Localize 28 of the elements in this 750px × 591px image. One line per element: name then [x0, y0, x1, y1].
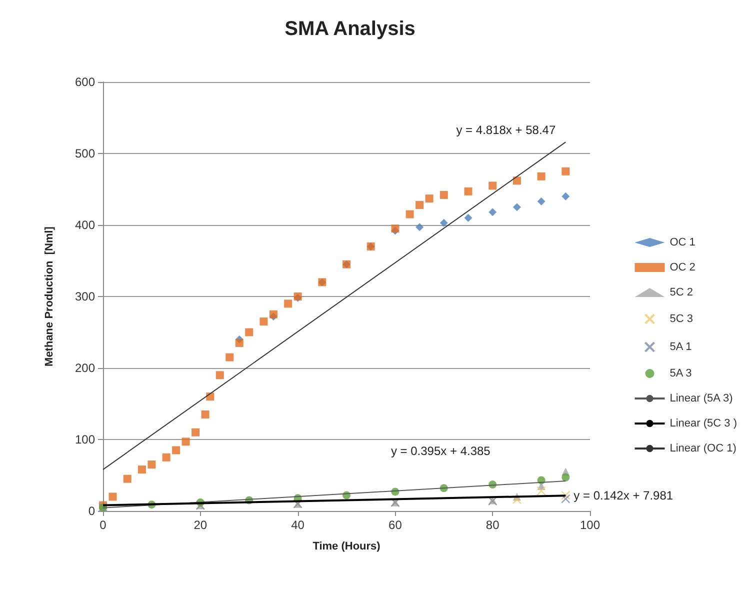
- legend-label: Linear (5C 3 ): [670, 418, 738, 430]
- x-tick-label: 80: [486, 518, 500, 532]
- x-tick-label: 100: [580, 518, 600, 532]
- chart-title: SMA Analysis: [284, 18, 416, 40]
- legend-label: 5C 2: [670, 286, 693, 298]
- y-tick-label: 600: [74, 75, 96, 89]
- y-tick-label: 500: [74, 146, 96, 160]
- y-tick-label: 200: [74, 361, 96, 375]
- annotation: y = 0.395x + 4.385: [390, 444, 491, 458]
- annotation: y = 0.142x + 7.981: [574, 488, 674, 503]
- legend-label: Linear (OC 1): [670, 442, 736, 454]
- y-tick-label: 0: [88, 504, 96, 518]
- y-tick-label: 400: [74, 218, 96, 232]
- x-tick-label: 20: [194, 518, 208, 532]
- legend-label: 5A 3: [670, 368, 692, 380]
- legend-label: 5C 3: [670, 313, 693, 325]
- legend-label: 5A 1: [670, 341, 692, 353]
- legend-label: OC 2: [670, 262, 696, 274]
- legend-label: Linear (5A 3): [670, 392, 733, 404]
- x-tick-label: 60: [388, 518, 402, 532]
- legend-label: OC 1: [670, 236, 696, 248]
- x-tick-label: 40: [291, 518, 305, 532]
- x-tick-label: 0: [100, 518, 107, 532]
- y-axis-title: Methane Production [Nml]: [44, 226, 56, 366]
- annotation: y = 4.818x + 58.47: [456, 123, 556, 138]
- y-tick-label: 100: [74, 432, 96, 446]
- x-axis-title: Time (Hours): [312, 540, 381, 552]
- y-tick-label: 300: [74, 290, 96, 304]
